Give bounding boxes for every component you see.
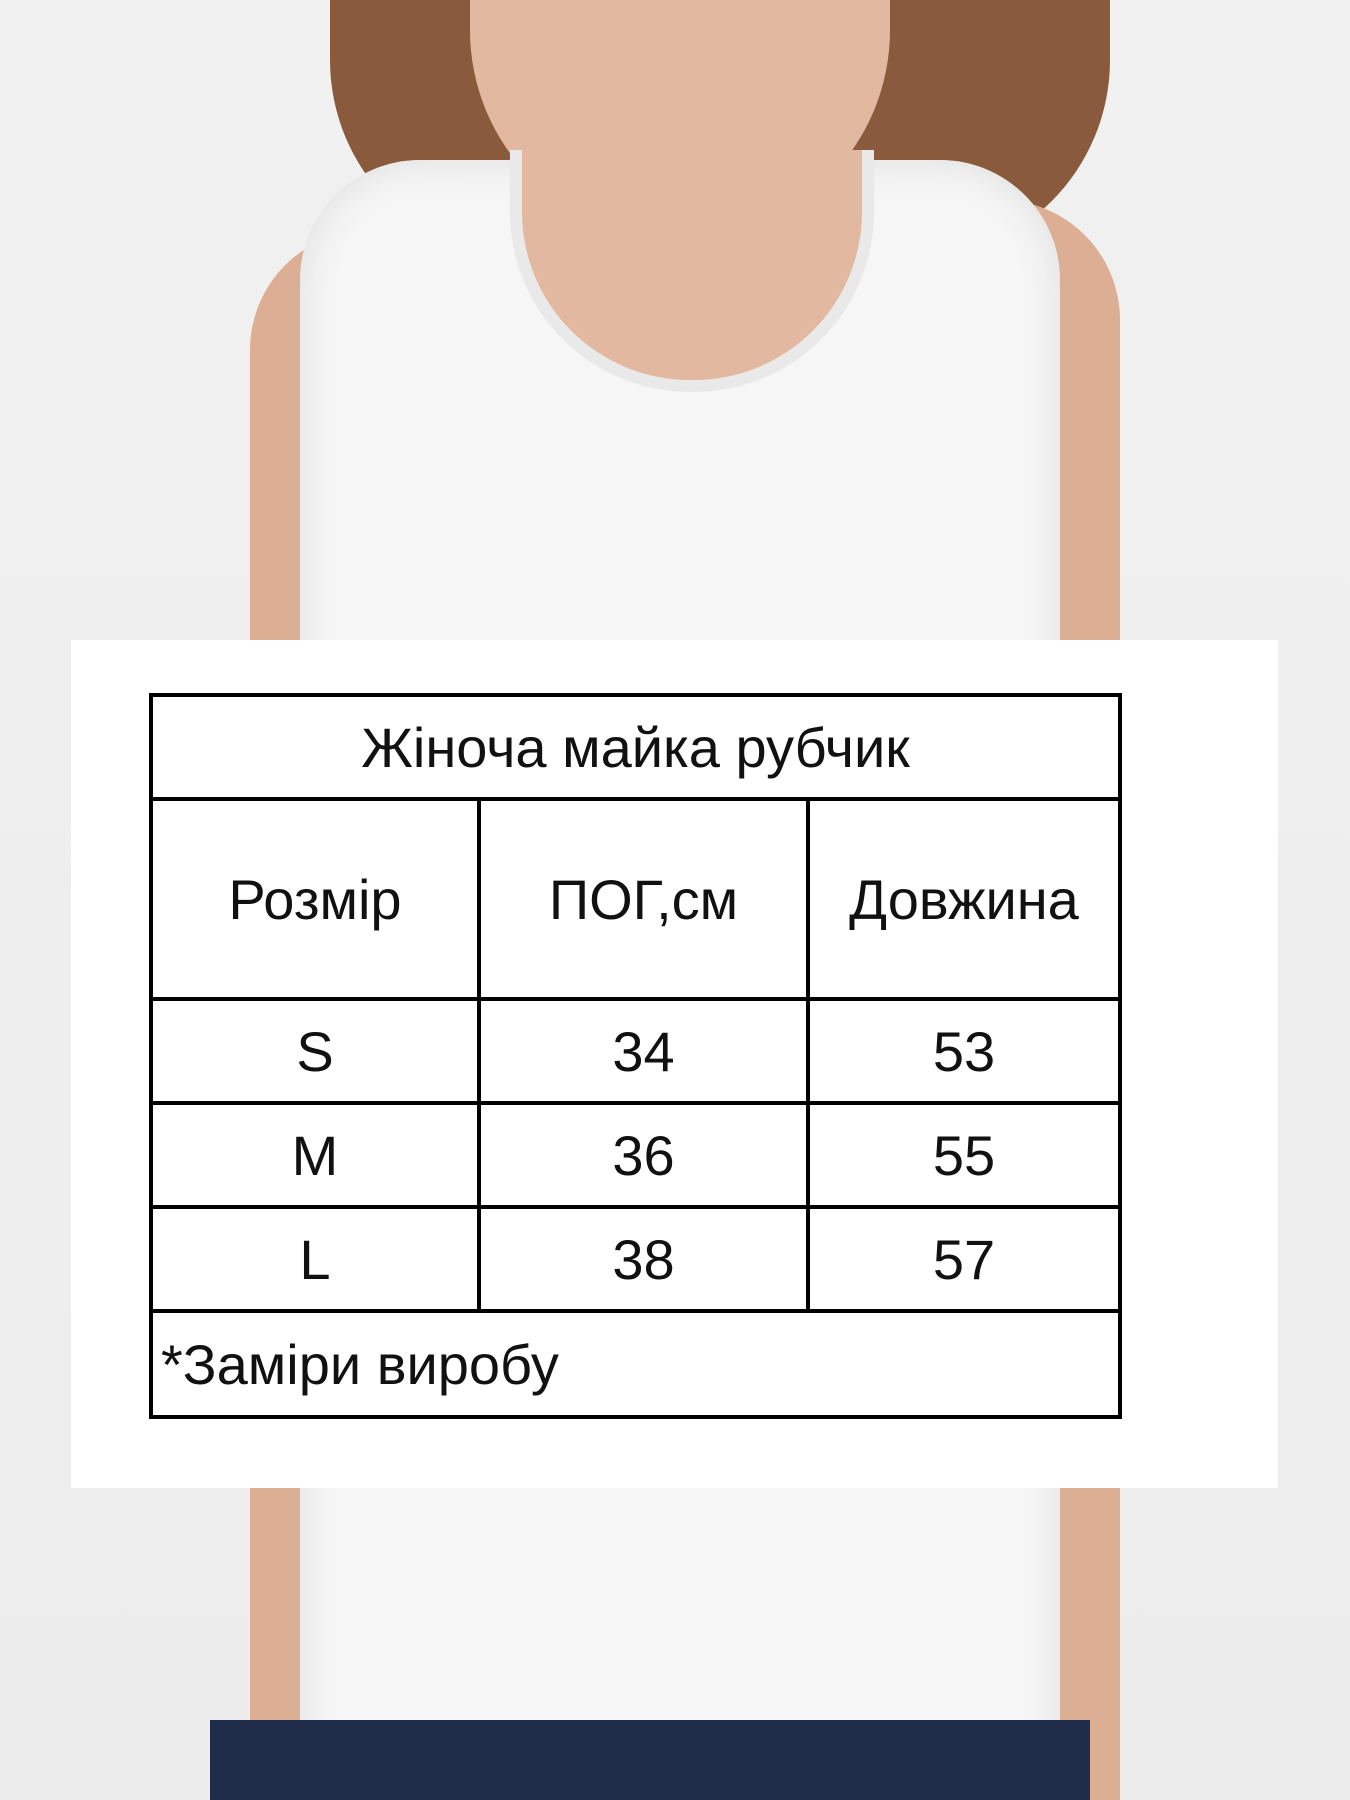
table-header-row: Розмір ПОГ,см Довжина — [149, 797, 1122, 1001]
header-chest: ПОГ,см — [477, 797, 810, 1001]
table-footnote-row: *Заміри виробу — [149, 1309, 1122, 1419]
cell-chest: 38 — [477, 1205, 810, 1313]
jeans — [210, 1720, 1090, 1800]
table-footnote: *Заміри виробу — [149, 1309, 1122, 1419]
table-row: S 34 53 — [149, 997, 1122, 1105]
cell-chest: 36 — [477, 1101, 810, 1209]
table-title: Жіноча майка рубчик — [149, 693, 1122, 801]
header-length: Довжина — [806, 797, 1122, 1001]
cell-length: 55 — [806, 1101, 1122, 1209]
table-title-row: Жіноча майка рубчик — [149, 693, 1122, 801]
cell-size: L — [149, 1205, 481, 1313]
table-row: M 36 55 — [149, 1101, 1122, 1209]
table-row: L 38 57 — [149, 1205, 1122, 1313]
cell-size: S — [149, 997, 481, 1105]
cell-chest: 34 — [477, 997, 810, 1105]
header-size: Розмір — [149, 797, 481, 1001]
cell-length: 57 — [806, 1205, 1122, 1313]
cell-size: M — [149, 1101, 481, 1209]
size-chart-table: Жіноча майка рубчик Розмір ПОГ,см Довжин… — [149, 693, 1122, 1419]
cell-length: 53 — [806, 997, 1122, 1105]
